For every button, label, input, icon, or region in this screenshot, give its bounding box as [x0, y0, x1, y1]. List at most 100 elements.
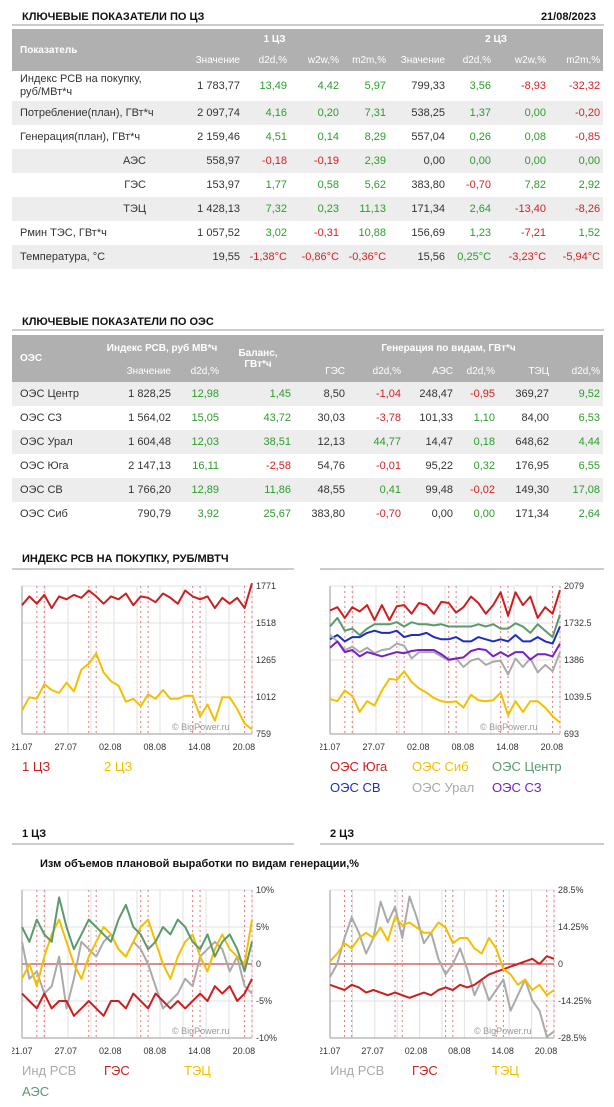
series-line [21, 652, 253, 731]
series-line [329, 670, 561, 724]
row-label: Температура, °С [12, 245, 160, 269]
table-cell: 557,04 [411, 131, 446, 143]
x-tick-label: 21.07 [320, 1046, 341, 1056]
x-tick-label: 20.08 [535, 1046, 558, 1056]
report-date: 21/08/2023 [540, 11, 596, 23]
table-row: ОЭС Урал 1 604,48 12,03 38,51 12,13 44,77 14,4… [12, 430, 604, 454]
table-cell: 1 783,77 [197, 80, 240, 92]
y-tick-label: 1518 [256, 618, 276, 628]
header-balance: Баланс, ГВт*ч [222, 335, 295, 382]
x-tick-label: 02.08 [407, 742, 430, 752]
table-cell: 11,86 [222, 478, 295, 502]
y-tick-label: 1771 [256, 581, 276, 591]
table-cell: 0,14 [317, 131, 339, 143]
watermark: © BigPower.ru [474, 1026, 532, 1036]
legend-item: ОЭС СЗ [492, 780, 542, 795]
table-row: Индекс РСВ на покупку, руб/МВт*ч 1 783,77… [12, 71, 603, 101]
table-cell: -0,86°C [290, 245, 342, 269]
y-tick-label: 10% [256, 885, 274, 895]
table-cell: 1,45 [222, 382, 295, 406]
y-tick-label: 1012 [256, 692, 276, 702]
series-line [21, 582, 253, 610]
table-cell: 4,51 [265, 131, 287, 143]
table-cell: 1,23 [469, 227, 492, 239]
chart-gen-cz2: 28.5% 14.25% 0 -14.25% -28.5% © BigPower.ru 21… [320, 885, 592, 1056]
table-cell: -0,85 [575, 131, 601, 143]
table-cell: 11,13 [342, 197, 390, 221]
row-label: ТЭЦ [12, 197, 160, 221]
table-cell: 176,95 [515, 460, 550, 472]
gen-title-cz1: 1 ЦЗ [22, 828, 47, 840]
table-cell: 248,47 [404, 382, 457, 406]
series-line [329, 634, 561, 676]
table-cell: -0,19 [290, 149, 342, 173]
table-cell: 4,44 [552, 430, 604, 454]
y-tick-label: 5% [256, 922, 269, 932]
table-cell: 48,55 [294, 478, 349, 502]
x-tick-label: 08.08 [448, 1046, 471, 1056]
subheader-cell: АЭС [404, 361, 457, 382]
table-cell: 7,82 [524, 179, 547, 191]
table-cell: 383,80 [311, 508, 346, 520]
table-cell: 171,34 [515, 508, 550, 520]
legend-item: Инд РСВ [330, 1063, 385, 1078]
table-cell: 1 604,48 [102, 430, 174, 454]
subheader-cell: m2m,% [549, 50, 604, 71]
subheader-cell: ГЭС [294, 361, 349, 382]
table-cell: 13,49 [259, 80, 287, 92]
table-cell: 0,08 [524, 131, 547, 143]
table-cell: 54,76 [317, 460, 346, 472]
table-cell: 1 428,13 [160, 197, 243, 221]
y-tick-label: -10% [256, 1033, 277, 1043]
header-oes: ОЭС [12, 335, 102, 382]
table-row: ГЭС 153,97 1,77 0,58 5,62 383,80 -0,70 7,82 2,92 [12, 173, 603, 197]
table-cell: 19,55 [160, 245, 243, 269]
x-tick-label: 02.08 [405, 1046, 428, 1056]
table-cell: -0,01 [375, 460, 402, 472]
y-tick-label: 1732.5 [564, 618, 592, 628]
legend-gen-cz1: Инд РСВ ГЭС ТЭЦ АЭС [22, 1063, 292, 1103]
table-cell: 8,50 [294, 382, 349, 406]
x-tick-label: 02.08 [99, 742, 122, 752]
subheader-cell: d2d,% [552, 361, 604, 382]
table-cell: 0,00 [431, 508, 454, 520]
table-cell: 0,18 [456, 430, 499, 454]
row-label: ОЭС Сиб [20, 508, 68, 520]
table-cell: 1 766,20 [102, 478, 174, 502]
row-label: ОЭС СЗ [20, 412, 62, 424]
divider [320, 843, 604, 845]
row-label: АЭС [12, 149, 160, 173]
legend-index-oes: ОЭС Юга ОЭС Сиб ОЭС Центр ОЭС СВ ОЭС Ура… [330, 759, 610, 799]
table-cell: 14,47 [404, 430, 457, 454]
table-cell: 7,32 [243, 197, 290, 221]
row-label: ГЭС [124, 179, 146, 191]
row-label: Pмин ТЭС, ГВт*ч [20, 227, 107, 239]
legend-item: ГЭС [104, 1063, 130, 1078]
series-line [329, 626, 561, 645]
table-cell: -0,36°C [342, 245, 390, 269]
x-tick-label: 27.07 [55, 742, 78, 752]
table-cell: 1 057,52 [197, 227, 240, 239]
x-tick-label: 14.08 [188, 1046, 211, 1056]
table-cell: 5,97 [364, 80, 387, 92]
table-cell: -0,18 [243, 149, 290, 173]
table-row: ОЭС Сиб 790,79 3,92 25,67 383,80 -0,70 0,00 0,0… [12, 502, 603, 526]
series-line [21, 896, 253, 973]
y-tick-label: 1039.5 [564, 692, 592, 702]
chart-index-oes: 2079 1732.5 1386 1039.5 693 © BigPower.ru 21.0… [320, 581, 592, 752]
gen-subtitle: Изм объемов плановой выработки по видам … [40, 858, 360, 870]
table-cell: 17,08 [552, 478, 604, 502]
table-cell: 383,80 [411, 179, 446, 191]
table-cell: 0,23 [290, 197, 342, 221]
legend-item: ОЭС Сиб [412, 759, 469, 774]
legend-item: ОЭС Юга [330, 759, 388, 774]
legend-gen-cz2: Инд РСВ ГЭС ТЭЦ [330, 1063, 610, 1083]
index-section-title: ИНДЕКС РСВ НА ПОКУПКУ, РУБ/МВТЧ [22, 553, 229, 565]
gen-title-cz2: 2 ЦЗ [330, 828, 355, 840]
table-cell: 153,97 [206, 179, 240, 191]
table-cell: 1 828,25 [102, 382, 174, 406]
divider [12, 843, 294, 845]
table-cell: -0,70 [465, 179, 492, 191]
y-tick-label: 693 [564, 729, 579, 739]
header-indicator: Показатель [12, 29, 160, 71]
